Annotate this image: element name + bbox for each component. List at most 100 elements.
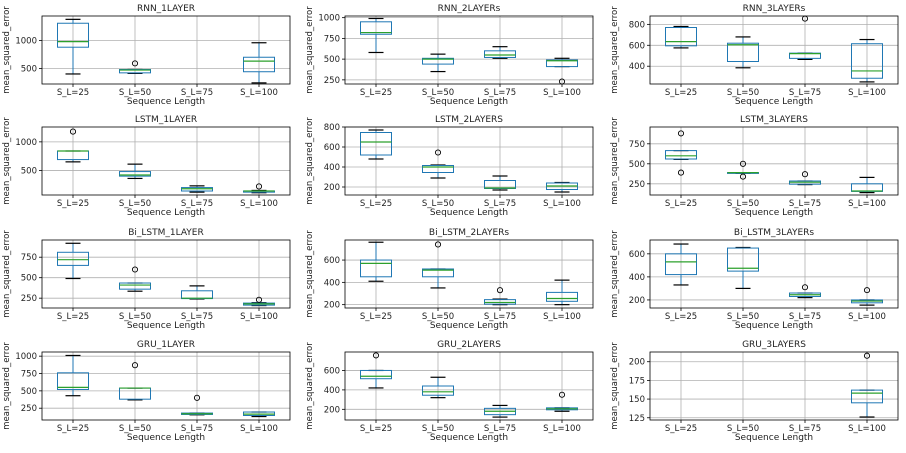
y-axis-label: mean_squared_error <box>2 342 12 430</box>
box-S_L=25 <box>665 25 697 49</box>
x-tick-label: S_L=75 <box>484 199 516 209</box>
outlier-point <box>677 130 685 137</box>
plot-frame <box>41 239 291 309</box>
x-tick-label: S_L=50 <box>119 424 151 434</box>
iqr-box <box>484 50 516 58</box>
outlier-point <box>739 173 747 180</box>
y-tick-label: 800 <box>324 123 340 133</box>
x-tick-label: S_L=50 <box>119 312 151 322</box>
y-tick-label: 500 <box>21 274 37 284</box>
box-S_L=100 <box>851 287 883 306</box>
iqr-box <box>422 165 454 173</box>
subplot-RNN_3LAYERs: RNN_3LAYERs 400 600 800 S_L=25 S_L=50 S_L=75 S_… <box>610 4 899 107</box>
plot-frame <box>344 126 594 196</box>
box-S_L=100 <box>243 183 275 194</box>
x-axis-label: Sequence Length <box>430 321 508 331</box>
subplot-LSTM_1LAYER: LSTM_1LAYER 500 1000 S_L=25 S_L=50 S_L=75 S_L=… <box>2 115 291 218</box>
plot-frame <box>41 351 291 421</box>
y-tick-label: 750 <box>21 370 37 380</box>
iqr-box <box>119 171 151 177</box>
y-tick-label: 500 <box>21 166 37 176</box>
x-tick-label: S_L=75 <box>789 88 821 98</box>
x-tick-label: S_L=25 <box>57 199 89 209</box>
y-tick-label: 500 <box>324 55 340 65</box>
box-S_L=50 <box>422 149 454 179</box>
x-tick-label: S_L=100 <box>240 88 278 98</box>
y-axis-label: mean_squared_error <box>305 6 315 94</box>
iqr-box <box>243 56 275 73</box>
plot-frame <box>344 15 594 85</box>
y-axis-label: mean_squared_error <box>2 117 12 205</box>
x-tick-label: S_L=50 <box>727 424 759 434</box>
x-tick-label: S_L=100 <box>543 424 581 434</box>
x-axis-label: Sequence Length <box>735 97 813 107</box>
box-S_L=100 <box>546 391 578 412</box>
y-tick-label: 600 <box>324 366 340 376</box>
x-tick-label: S_L=75 <box>181 88 213 98</box>
y-tick-label: 1000 <box>15 138 37 148</box>
y-tick-label: 400 <box>629 273 645 283</box>
iqr-box <box>422 385 454 396</box>
subplot-title: LSTM_2LAYERS <box>435 115 503 125</box>
y-axis-label: mean_squared_error <box>305 117 315 205</box>
x-axis-label: Sequence Length <box>735 208 813 218</box>
y-tick-label: 1000 <box>15 37 37 47</box>
x-tick-label: S_L=25 <box>665 424 697 434</box>
iqr-box <box>851 389 883 404</box>
plot-frame <box>649 126 899 196</box>
x-tick-label: S_L=75 <box>789 424 821 434</box>
plot-frame <box>649 15 899 85</box>
x-tick-label: S_L=25 <box>665 312 697 322</box>
iqr-box <box>665 27 697 47</box>
iqr-box <box>422 268 454 278</box>
outlier-point <box>131 60 139 67</box>
x-tick-label: S_L=25 <box>360 424 392 434</box>
x-axis-label: Sequence Length <box>127 208 205 218</box>
iqr-box <box>727 42 759 63</box>
subplot-title: RNN_2LAYERs <box>438 4 501 14</box>
subplot-Bi_LSTM_2LAYERs: Bi_LSTM_2LAYERs 200 400 600 S_L=25 S_L=50 S_L=… <box>305 228 594 331</box>
box-S_L=50 <box>422 241 454 289</box>
outlier-point <box>863 352 871 359</box>
y-tick-label: 250 <box>21 404 37 414</box>
x-tick-label: S_L=75 <box>484 88 516 98</box>
subplot-title: RNN_1LAYER <box>137 4 195 14</box>
x-tick-label: S_L=75 <box>181 312 213 322</box>
x-tick-label: S_L=75 <box>484 312 516 322</box>
outlier-point <box>739 160 747 167</box>
box-S_L=25 <box>665 130 697 176</box>
x-axis-label: Sequence Length <box>430 433 508 443</box>
y-tick-label: 500 <box>629 160 645 170</box>
x-tick-label: S_L=50 <box>727 88 759 98</box>
box-S_L=25 <box>360 17 392 54</box>
box-S_L=75 <box>789 171 821 186</box>
y-tick-label: 175 <box>629 376 645 386</box>
y-tick-label: 800 <box>629 20 645 30</box>
y-tick-label: 250 <box>324 76 340 86</box>
box-S_L=75 <box>789 15 821 61</box>
iqr-box <box>665 253 697 276</box>
x-tick-label: S_L=75 <box>181 424 213 434</box>
box-S_L=75 <box>789 284 821 299</box>
y-tick-label: 400 <box>629 62 645 72</box>
box-S_L=100 <box>243 296 275 307</box>
box-S_L=100 <box>546 57 578 85</box>
x-tick-label: S_L=100 <box>543 88 581 98</box>
subplot-title: GRU_2LAYERS <box>437 340 501 350</box>
box-S_L=75 <box>484 287 516 306</box>
subplot-Bi_LSTM_1LAYER: Bi_LSTM_1LAYER 250 500 750 S_L=25 S_L=50 S_L=7… <box>2 228 291 331</box>
y-axis-label: mean_squared_error <box>305 342 315 430</box>
subplot-title: LSTM_1LAYER <box>135 115 197 125</box>
plot-frame <box>649 351 899 421</box>
subplot-LSTM_2LAYERS: LSTM_2LAYERS 200 400 600 800 S_L=25 S_L=50 S_L=… <box>305 115 594 218</box>
box-S_L=25 <box>57 242 89 280</box>
iqr-box <box>360 132 392 156</box>
outlier-point <box>496 287 504 294</box>
plot-frame <box>41 15 291 85</box>
plot-frame <box>649 239 899 309</box>
x-tick-label: S_L=100 <box>543 199 581 209</box>
y-tick-label: 400 <box>324 278 340 288</box>
plot-frame <box>344 239 594 309</box>
subplot-title: LSTM_3LAYERS <box>740 115 808 125</box>
outlier-point <box>558 391 566 398</box>
